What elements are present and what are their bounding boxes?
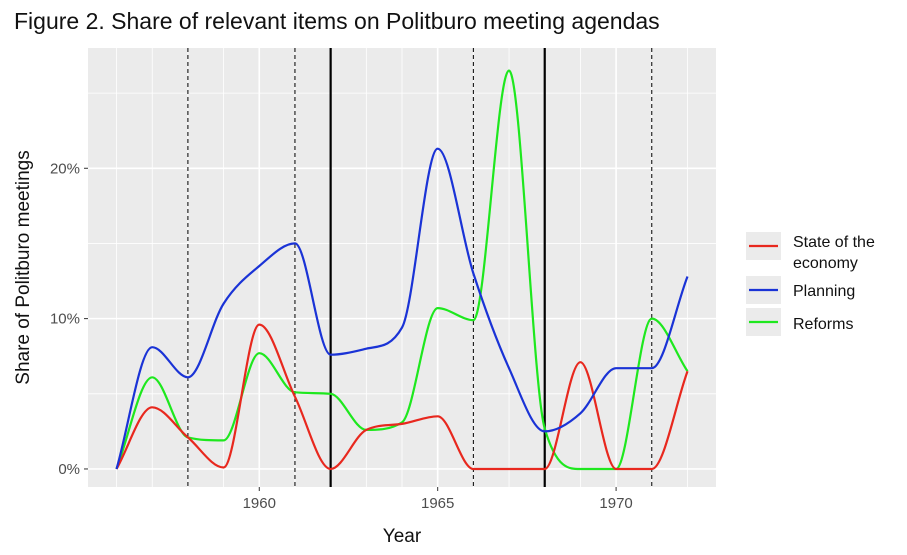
legend: State of the economy Planning Reforms — [746, 232, 875, 336]
x-tick-label: 1960 — [243, 495, 276, 512]
x-axis: 1960 1965 1970 — [243, 487, 633, 512]
y-axis: 0% 10% 20% — [50, 160, 88, 478]
series-line-planning — [115, 147, 689, 470]
y-tick-label: 10% — [50, 311, 80, 328]
y-tick-label: 20% — [50, 160, 80, 177]
series-line-state-of-the-economy — [115, 323, 689, 471]
legend-label-state-of-the-economy: economy — [793, 255, 858, 272]
series-line-reforms — [115, 69, 689, 471]
series-layer — [115, 69, 689, 471]
y-tick-label: 0% — [58, 461, 80, 478]
reference-lines — [187, 48, 653, 487]
y-axis-label: Share of Politburo meetings — [13, 150, 34, 384]
x-tick-label: 1965 — [421, 495, 454, 512]
x-axis-label: Year — [383, 526, 422, 547]
x-tick-label: 1970 — [599, 495, 632, 512]
chart-title: Figure 2. Share of relevant items on Pol… — [14, 8, 660, 34]
legend-label-state-of-the-economy: State of the — [793, 234, 875, 251]
legend-label-reforms: Reforms — [793, 316, 853, 333]
legend-label-planning: Planning — [793, 283, 855, 300]
